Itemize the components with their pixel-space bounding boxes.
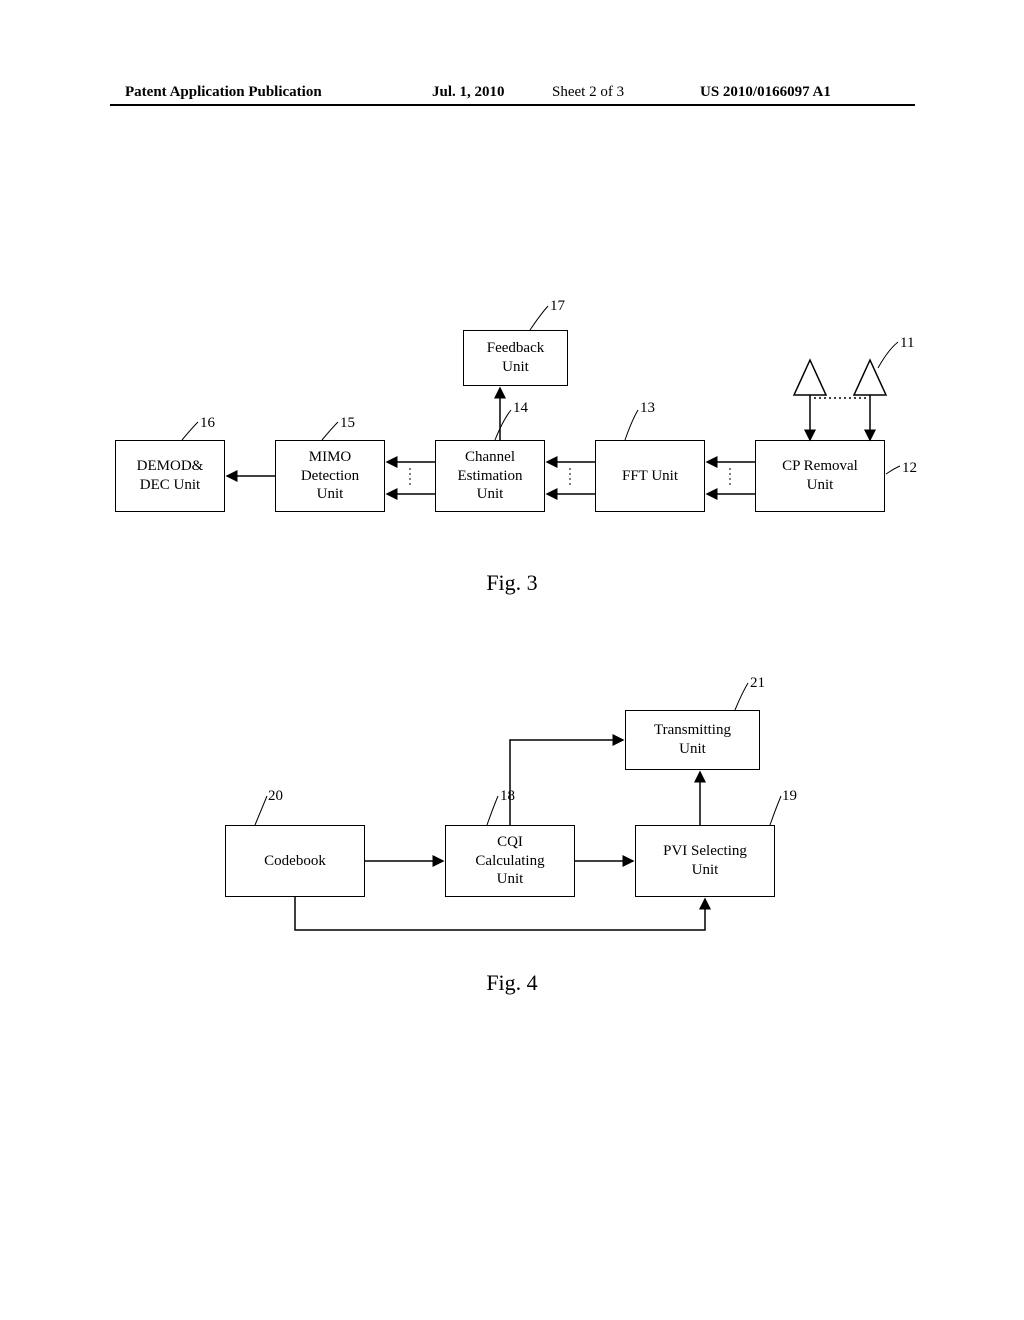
box-mimo-detection-unit: MIMO Detection Unit — [275, 440, 385, 512]
box-cqi-calculating-unit: CQI Calculating Unit — [445, 825, 575, 897]
box-line: MIMO — [309, 448, 352, 467]
box-line: Unit — [477, 485, 504, 504]
ref-21: 21 — [750, 675, 765, 692]
ref-15: 15 — [340, 415, 355, 432]
box-line: CQI — [497, 833, 523, 852]
box-line: Detection — [301, 467, 359, 486]
box-line: Unit — [679, 740, 706, 759]
ref-11: 11 — [900, 335, 914, 352]
box-pvi-selecting-unit: PVI Selecting Unit — [635, 825, 775, 897]
figure-3: Feedback Unit DEMOD& DEC Unit MIMO Detec… — [0, 0, 1024, 700]
fig4-caption: Fig. 4 — [0, 970, 1024, 996]
fig3-caption: Fig. 3 — [0, 570, 1024, 596]
box-line: Unit — [497, 870, 524, 889]
ref-20: 20 — [268, 788, 283, 805]
box-line: DEMOD& — [137, 457, 204, 476]
box-line: Transmitting — [654, 721, 731, 740]
ref-19: 19 — [782, 788, 797, 805]
box-line: Feedback — [487, 339, 544, 358]
figure-4: Transmitting Unit Codebook CQI Calculati… — [0, 640, 1024, 1140]
box-demod-dec-unit: DEMOD& DEC Unit — [115, 440, 225, 512]
ref-18: 18 — [500, 788, 515, 805]
box-fft-unit: FFT Unit — [595, 440, 705, 512]
ref-13: 13 — [640, 400, 655, 417]
box-line: DEC Unit — [140, 476, 200, 495]
box-line: PVI Selecting — [663, 842, 747, 861]
box-line: Codebook — [264, 852, 326, 871]
ref-17: 17 — [550, 298, 565, 315]
box-line: Unit — [502, 358, 529, 377]
box-channel-estimation-unit: Channel Estimation Unit — [435, 440, 545, 512]
box-line: Estimation — [458, 467, 523, 486]
box-transmitting-unit: Transmitting Unit — [625, 710, 760, 770]
box-line: CP Removal — [782, 457, 858, 476]
box-line: Unit — [317, 485, 344, 504]
box-cp-removal-unit: CP Removal Unit — [755, 440, 885, 512]
box-line: Unit — [692, 861, 719, 880]
box-feedback-unit: Feedback Unit — [463, 330, 568, 386]
box-line: Unit — [807, 476, 834, 495]
ref-16: 16 — [200, 415, 215, 432]
box-line: Calculating — [475, 852, 544, 871]
box-codebook: Codebook — [225, 825, 365, 897]
ref-14: 14 — [513, 400, 528, 417]
box-line: FFT Unit — [622, 467, 678, 486]
ref-12: 12 — [902, 460, 917, 477]
box-line: Channel — [465, 448, 515, 467]
